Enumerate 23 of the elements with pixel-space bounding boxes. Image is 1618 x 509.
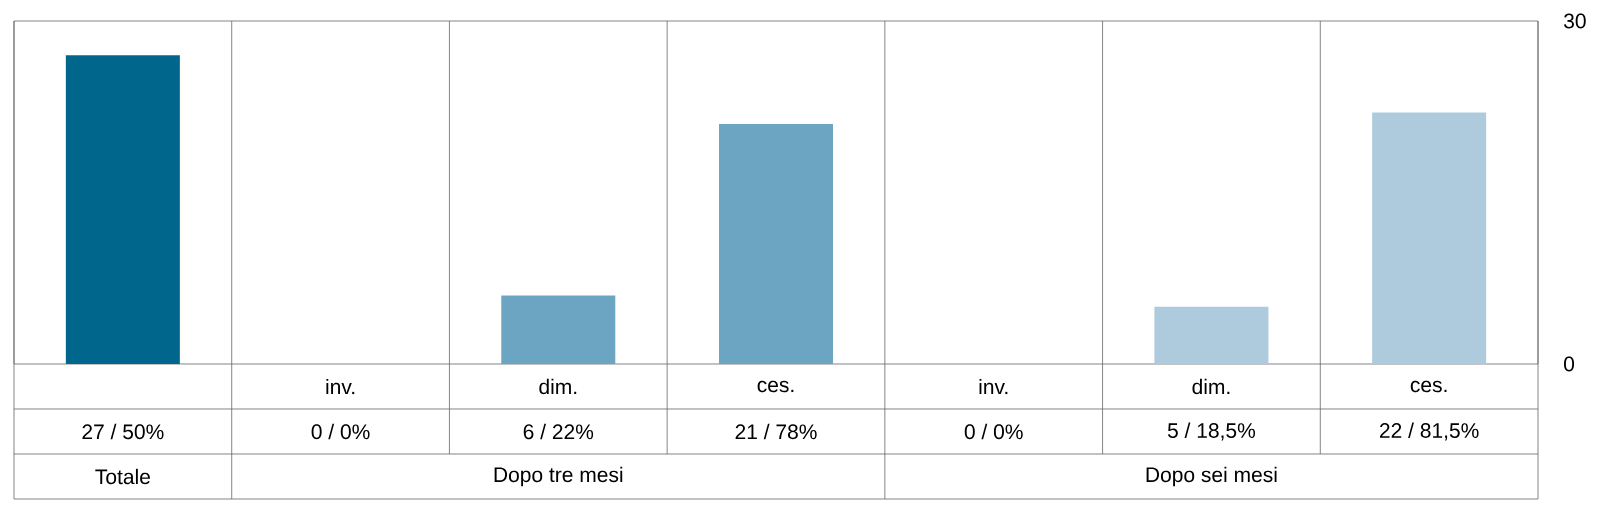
data-label: 6 / 22% (523, 423, 594, 440)
text: Dopo sei mesi (1146, 466, 1277, 487)
x-tick-label: inv. (326, 378, 355, 395)
bar (501, 295, 616, 364)
data-label: 5 / 18,5% (1167, 422, 1256, 441)
y-tick-label: 30 (1564, 13, 1586, 29)
bar (1154, 306, 1269, 364)
text: Dopo tre mesi (494, 466, 623, 487)
bar (1372, 112, 1487, 364)
x-tick-label: inv. (979, 378, 1008, 395)
bar (719, 123, 833, 364)
data-label: 22 / 81,5% (1379, 422, 1479, 441)
text: Totale (95, 468, 150, 485)
data-label: 27 / 50% (82, 423, 164, 440)
x-tick-label: dim. (1192, 378, 1230, 395)
data-label: 0 / 0% (311, 423, 370, 440)
y-tick-label: 0 (1564, 356, 1575, 372)
bar (65, 55, 180, 364)
x-tick-label: dim. (539, 378, 577, 395)
x-tick-label: ces. (1410, 380, 1447, 393)
x-tick-label: ces. (757, 380, 794, 393)
data-label: 0 / 0% (964, 423, 1023, 440)
data-label: 21 / 78% (735, 423, 817, 440)
